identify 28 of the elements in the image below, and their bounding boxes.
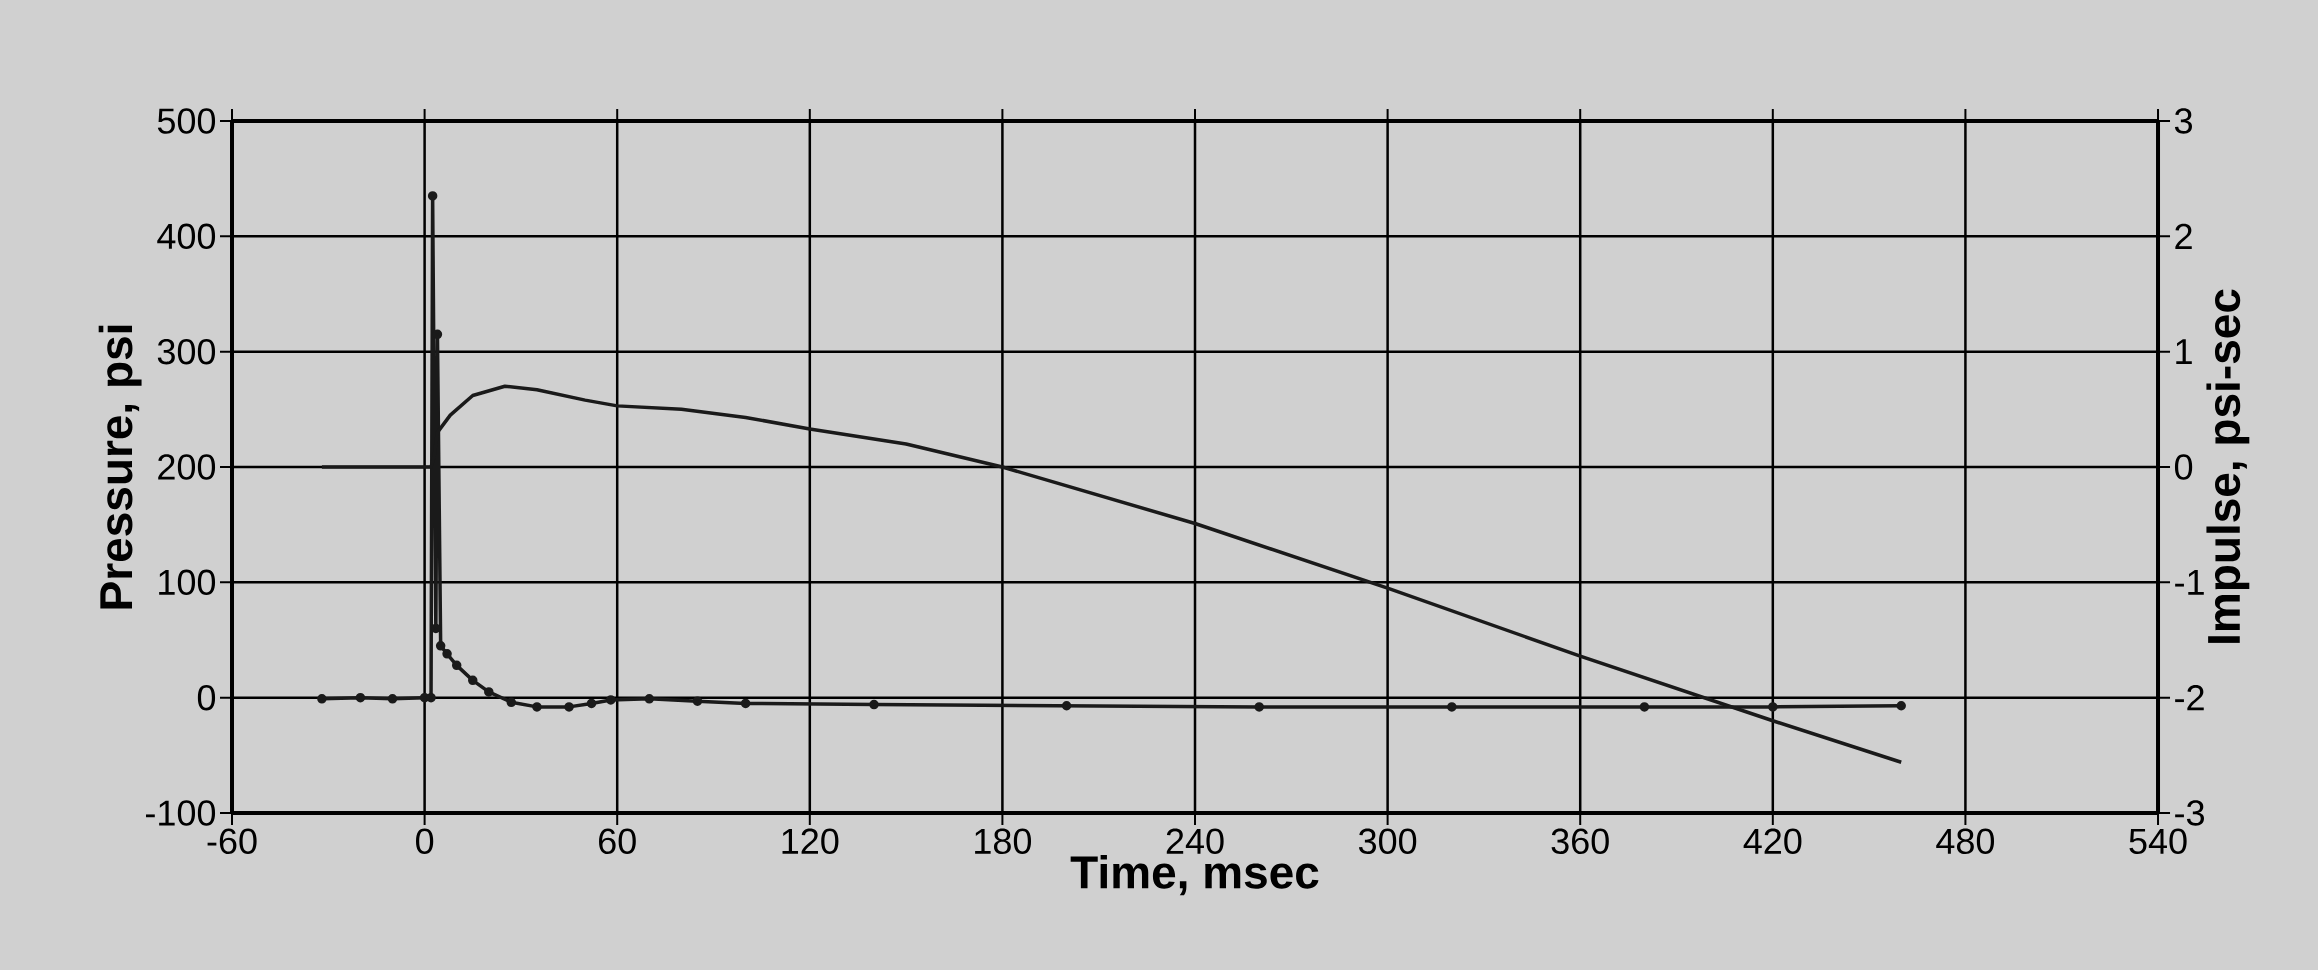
y-tick-label: 500 <box>157 108 216 134</box>
y2-tick-label: 0 <box>2174 454 2193 480</box>
y-tick-label: 200 <box>158 454 216 480</box>
x-tick-label: 300 <box>1358 828 1417 855</box>
x-tick-label: 540 <box>2129 828 2187 855</box>
y-tick-label: -100 <box>146 800 216 826</box>
x-tick-label: 60 <box>599 828 636 855</box>
x-tick-label: 180 <box>975 828 1032 855</box>
y2-tick-label: -1 <box>2175 569 2204 595</box>
x-tick-label: 360 <box>1551 828 1609 855</box>
y-axis-title: Pressure, psi <box>98 325 142 609</box>
y-tick-label: 100 <box>159 569 216 596</box>
x-tick-label: 120 <box>782 828 839 855</box>
x-tick-label: -60 <box>207 828 257 855</box>
y2-tick-label: 3 <box>2174 108 2192 134</box>
y2-axis-title: Impulse, psi-sec <box>2206 289 2250 643</box>
x-tick-label: 0 <box>416 828 434 855</box>
x-tick-label: 480 <box>1936 828 1995 855</box>
x-tick-label: 240 <box>1166 828 1224 855</box>
x-tick-label: 420 <box>1743 828 1802 855</box>
y2-tick-label: -2 <box>2175 685 2204 711</box>
y-tick-label: 0 <box>197 684 216 711</box>
x-axis-title: Time, msec <box>1070 854 1319 896</box>
y2-tick-label: -3 <box>2175 800 2204 826</box>
y2-tick-label: 2 <box>2175 223 2192 249</box>
y2-tick-label: 1 <box>2176 339 2192 365</box>
y-tick-label: 400 <box>157 223 216 250</box>
y-tick-label: 300 <box>157 338 216 365</box>
